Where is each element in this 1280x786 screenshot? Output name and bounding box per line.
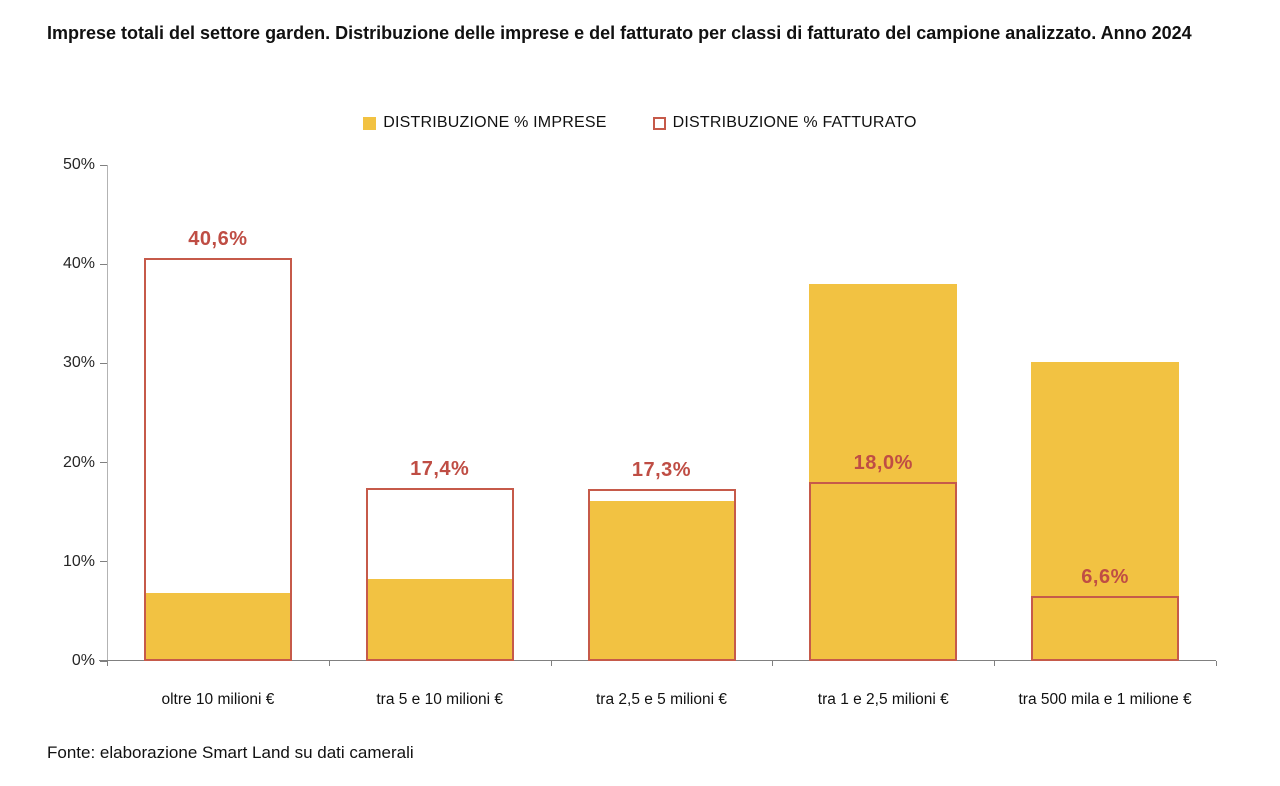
category-label: tra 5 e 10 milioni €: [376, 691, 504, 708]
value-label: 6,6%: [1081, 565, 1129, 588]
x-tick: [107, 661, 108, 666]
y-tick: [100, 263, 107, 265]
value-label: 17,4%: [410, 458, 470, 481]
x-tick: [1216, 661, 1217, 666]
value-label: 17,3%: [631, 459, 692, 482]
bar-imprese: [365, 578, 514, 661]
y-tick-label: 30%: [62, 354, 95, 372]
y-tick-label: 0%: [71, 652, 95, 669]
y-tick: [100, 561, 107, 563]
bar-fatturato: [587, 489, 736, 661]
value-label: 18,0%: [853, 452, 913, 475]
y-tick: [100, 660, 107, 662]
category-label: tra 2,5 e 5 milioni €: [596, 691, 727, 708]
category-label: oltre 10 milioni €: [161, 691, 275, 708]
bar-imprese: [587, 501, 736, 661]
category-label: tra 1 e 2,5 milioni €: [817, 691, 949, 708]
x-tick: [550, 661, 552, 666]
x-tick: [994, 661, 996, 666]
bar-fatturato: [809, 482, 958, 661]
y-tick: [100, 362, 107, 364]
y-tick: [100, 462, 107, 464]
category-label: tra 500 mila e 1 milione €: [1018, 691, 1192, 708]
legend: DISTRIBUZIONE % IMPRESE DISTRIBUZIONE % …: [0, 114, 1280, 132]
y-tick-label: 20%: [62, 453, 95, 471]
bar-fatturato: [143, 258, 292, 661]
legend-item-fatturato: DISTRIBUZIONE % FATTURATO: [652, 114, 917, 132]
legend-swatch-filled-icon: [363, 116, 377, 130]
legend-label-imprese: DISTRIBUZIONE % IMPRESE: [383, 114, 607, 131]
y-tick-label: 10%: [62, 552, 95, 570]
y-axis: [107, 165, 108, 661]
legend-label-fatturato: DISTRIBUZIONE % FATTURATO: [672, 114, 917, 131]
bar-fatturato: [365, 488, 514, 661]
chart-title: Imprese totali del settore garden. Distr…: [47, 23, 1192, 43]
bar-imprese: [1031, 362, 1180, 661]
y-tick: [100, 164, 107, 166]
bar-imprese: [143, 592, 292, 661]
bar-fatturato: [1031, 595, 1180, 661]
bar-imprese: [809, 284, 958, 661]
x-tick: [328, 661, 330, 666]
y-tick-label: 50%: [62, 156, 95, 173]
legend-swatch-outlined-icon: [652, 116, 666, 130]
value-label: 40,6%: [188, 228, 248, 251]
x-tick: [772, 661, 774, 666]
legend-item-imprese: DISTRIBUZIONE % IMPRESE: [363, 114, 606, 132]
plot-area: 0% 10% 20% 30% 40% 50% 40,6% oltre 10 milioni €…: [63, 156, 1217, 708]
y-tick-label: 40%: [62, 255, 95, 273]
source-note: Fonte: elaborazione Smart Land su dati c…: [47, 743, 414, 762]
